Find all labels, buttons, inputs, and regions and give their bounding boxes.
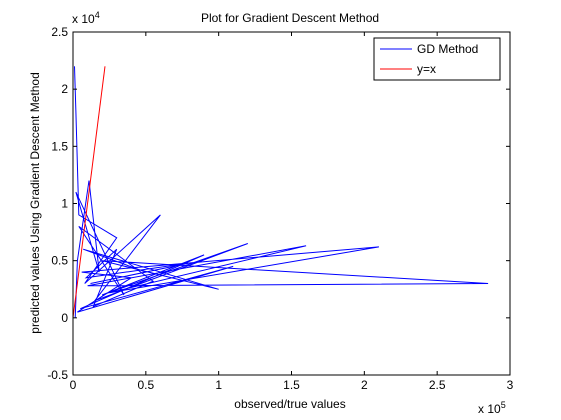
y-multiplier-exponent: 4 xyxy=(95,10,100,20)
y-tick-label: 0.5 xyxy=(51,254,68,268)
y-tick-label: 2 xyxy=(61,82,68,96)
legend: GD Method y=x xyxy=(373,37,501,81)
y-tick-label: 1 xyxy=(61,197,68,211)
y-axis: -0.5 0 0.5 1 1.5 2 2.5 xyxy=(47,25,510,382)
x-multiplier-exponent: 5 xyxy=(501,400,506,410)
x-tick-label: 0.5 xyxy=(137,378,154,392)
chart-title: Plot for Gradient Descent Method xyxy=(201,11,379,25)
series-line-gd-method xyxy=(74,66,489,318)
x-tick-label: 1.5 xyxy=(283,378,300,392)
y-tick-label: 1.5 xyxy=(51,139,68,153)
x-multiplier-base: x 10 xyxy=(478,402,501,416)
legend-label-y-equals-x: y=x xyxy=(417,62,436,76)
x-axis-multiplier: x 105 xyxy=(478,400,506,416)
x-tick-label: 0 xyxy=(70,378,77,392)
plot-area xyxy=(73,32,510,375)
x-axis-label: observed/true values xyxy=(234,397,345,411)
y-tick-label: -0.5 xyxy=(47,368,68,382)
x-tick-label: 1 xyxy=(215,378,222,392)
series-layer xyxy=(72,66,489,318)
y-axis-label: predicted values Using Gradient Descent … xyxy=(28,72,42,333)
y-multiplier-base: x 10 xyxy=(72,12,95,26)
legend-label-gd-method: GD Method xyxy=(417,42,478,56)
legend-box xyxy=(373,37,501,81)
x-axis: 0 0.5 1 1.5 2 2.5 3 xyxy=(70,32,514,392)
x-tick-label: 3 xyxy=(507,378,514,392)
y-axis-multiplier: x 104 xyxy=(72,10,100,26)
x-tick-label: 2 xyxy=(361,378,368,392)
y-tick-label: 0 xyxy=(61,311,68,325)
y-tick-label: 2.5 xyxy=(51,25,68,39)
series-line-y-x xyxy=(72,66,106,318)
x-tick-label: 2.5 xyxy=(429,378,446,392)
